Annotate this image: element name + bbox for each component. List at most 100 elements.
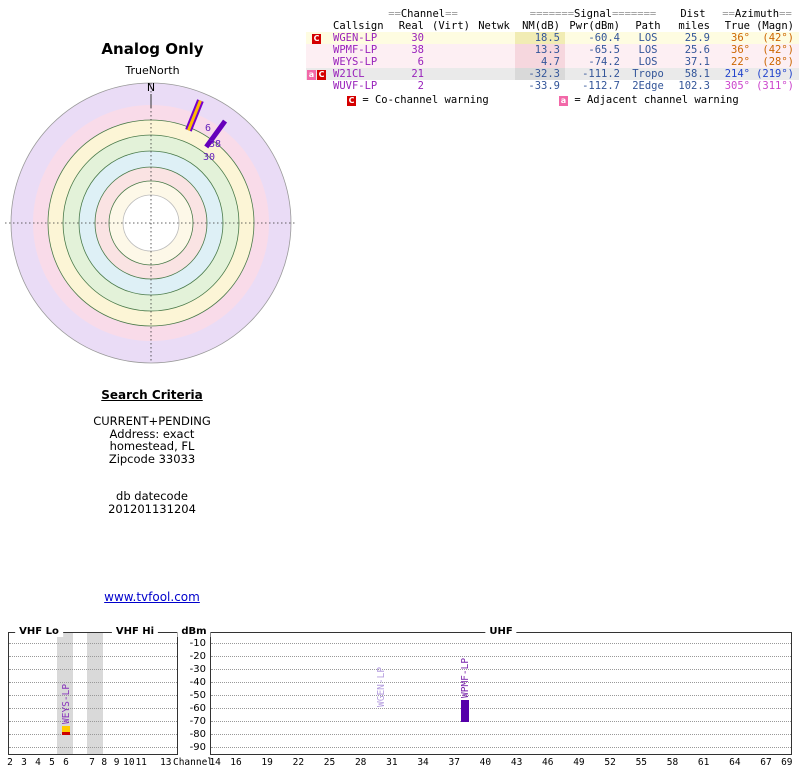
cell-path: LOS: [638, 32, 658, 44]
station-bar: [62, 726, 70, 733]
cell-miles: 102.3: [678, 80, 710, 92]
signal-marker-line: [204, 119, 228, 149]
channel-tick-label: 8: [101, 757, 108, 768]
channel-tick-label: 13: [160, 757, 172, 768]
y-tick-label: -80: [189, 729, 206, 740]
column-header: Real: [398, 20, 424, 32]
warning-badge-C: C: [347, 96, 356, 106]
grid-line: [9, 734, 177, 735]
channel-tick-label: 5: [49, 757, 55, 768]
station-callsign-link[interactable]: WUVF-LP: [333, 80, 378, 92]
cell-true: 214°: [724, 68, 750, 80]
cell-pwr: -60.4: [588, 32, 620, 44]
station-callsign-link[interactable]: WEYS-LP: [333, 56, 378, 68]
column-header: Netwk: [478, 20, 510, 32]
station-label: WEYS-LP: [61, 684, 72, 725]
grid-line: [9, 695, 177, 696]
radar-plot-svg: N 6 38 30: [5, 81, 297, 364]
legend-text: = Co-channel warning: [356, 94, 489, 106]
column-header: miles: [678, 20, 710, 32]
grid-line: [211, 643, 791, 644]
station-callsign-link[interactable]: W21CL: [333, 68, 365, 80]
station-bar-base: [62, 732, 70, 736]
radar-markers: 6 38 30: [185, 99, 228, 163]
cell-magn: (311°): [756, 80, 794, 92]
header-eq-decor: =======: [611, 8, 657, 20]
table-row: a C W21CL 21 -32.3 -111.2 Tropo 58.1 214° (219°): [306, 68, 799, 80]
dbm-axis-label: dBm: [177, 626, 211, 637]
cell-miles: 37.1: [684, 56, 710, 68]
cell-virt: [429, 68, 473, 80]
cell-nm: -33.9: [515, 80, 565, 92]
cell-path: LOS: [638, 44, 658, 56]
station-callsign-link[interactable]: WGEN-LP: [333, 32, 378, 44]
channel-tick-label: 7: [89, 757, 95, 768]
cell-pwr: -111.2: [582, 68, 620, 80]
cell-magn: (219°): [756, 68, 794, 80]
y-tick-label: -70: [189, 716, 206, 727]
warning-cell: C: [306, 32, 331, 44]
header-group-label: Signal: [574, 8, 612, 20]
shaded-band: [87, 633, 103, 754]
column-header: NM(dB): [522, 20, 560, 32]
channel-tick-label: 4: [35, 757, 41, 768]
column-header: Pwr(dBm): [569, 20, 620, 32]
station-bar: [460, 700, 469, 723]
warning-badge-C: C: [317, 70, 326, 80]
radar-channel-label: 38: [209, 139, 221, 150]
signal-strength-chart: VHF Lo VHF Hi dBm UHF Channel -10 -20 -30 -…: [0, 618, 800, 768]
cell-netwk: [473, 56, 515, 68]
channel-tick-label: 67: [760, 757, 772, 768]
y-tick-label: -60: [189, 703, 206, 714]
cell-true: 36°: [731, 44, 750, 56]
column-header: Path: [635, 20, 661, 32]
grid-line: [9, 708, 177, 709]
north-label: N: [147, 81, 155, 94]
channel-tick-label: 16: [230, 757, 242, 768]
legend-text: = Adjacent channel warning: [568, 94, 739, 106]
header-eq-decor: ==: [445, 8, 458, 20]
table-row: WEYS-LP 6 4.7 -74.2 LOS 37.1 22° (28°): [306, 56, 799, 68]
grid-line: [211, 695, 791, 696]
channel-tick-label: 14: [209, 757, 221, 768]
uhf-band-label: UHF: [485, 626, 517, 637]
vhf-lo-band-label: VHF Lo: [15, 626, 63, 637]
cell-nm: 13.3: [515, 44, 565, 56]
header-eq-decor: ==: [722, 8, 735, 20]
shaded-band: [57, 633, 73, 754]
column-header: (Virt): [432, 20, 470, 32]
channel-tick-label: 3: [21, 757, 27, 768]
channel-tick-label: 11: [135, 757, 147, 768]
cell-virt: [429, 56, 473, 68]
channel-tick-label: 52: [604, 757, 616, 768]
tvfool-link[interactable]: www.tvfool.com: [104, 590, 200, 604]
cell-virt: [429, 80, 473, 92]
cell-virt: [429, 32, 473, 44]
cell-netwk: [473, 32, 515, 44]
criteria-line: homestead, FL: [109, 439, 195, 453]
y-tick-label: -40: [189, 677, 206, 688]
warning-badge-C: C: [312, 34, 321, 44]
datecode-value: 201201131204: [108, 501, 196, 516]
cell-pwr: -65.5: [588, 44, 620, 56]
channel-tick-label: 19: [261, 757, 273, 768]
header-group-label: Dist: [680, 8, 706, 20]
cell-magn: (42°): [762, 44, 794, 56]
table-row: WUVF-LP 2 -33.9 -112.7 2Edge 102.3 305° (311°): [306, 80, 799, 92]
cell-magn: (42°): [762, 32, 794, 44]
cell-real: 30: [411, 32, 424, 44]
datecode-block: db datecode 201201131204: [42, 490, 262, 515]
y-tick-label: -30: [189, 664, 206, 675]
station-callsign-link[interactable]: WPMF-LP: [333, 44, 378, 56]
channel-tick-label: 2: [7, 757, 13, 768]
table-group-header-row: ==Channel== =======Signal======= Dist ==Azi…: [306, 8, 799, 20]
cell-virt: [429, 44, 473, 56]
y-tick-label: -90: [189, 742, 206, 753]
channel-tick-label: 28: [354, 757, 367, 768]
table-column-header-row: Callsign Real (Virt) Netwk NM(dB) Pwr(dBm) Pat…: [306, 20, 799, 32]
cell-nm: 4.7: [515, 56, 565, 68]
channel-tick-label: 49: [573, 757, 585, 768]
signal-marker-line: [187, 100, 202, 131]
grid-line: [211, 721, 791, 722]
grid-line: [211, 747, 791, 748]
